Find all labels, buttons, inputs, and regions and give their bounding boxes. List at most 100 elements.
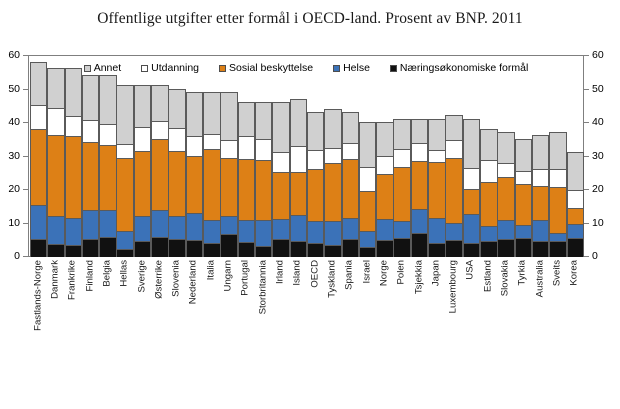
bar-segment: [117, 249, 133, 257]
bar-stack: [29, 61, 48, 257]
x-label-cell: Finland: [81, 259, 98, 359]
bar-segment: [429, 119, 445, 151]
bar-column[interactable]: [306, 56, 325, 257]
bar-segment: [273, 153, 289, 174]
bar-segment: [429, 218, 445, 245]
bar-column[interactable]: [393, 56, 411, 257]
bar-column[interactable]: [566, 56, 585, 257]
bar-segment: [48, 109, 64, 136]
bar-segment: [325, 163, 341, 223]
y-tick-label-left: 50: [8, 82, 20, 95]
bar-segment: [204, 220, 220, 245]
bar-segment: [48, 216, 64, 245]
bar-segment: [481, 160, 497, 183]
bar-column[interactable]: [237, 56, 256, 257]
bar-segment: [65, 219, 82, 247]
x-axis-tick-label: Portugal: [239, 260, 251, 296]
bar-column[interactable]: [462, 56, 481, 257]
x-label-cell: Israel: [358, 259, 375, 359]
bar-segment: [498, 163, 514, 178]
y-tick-label-right: 40: [592, 116, 604, 128]
bar-segment: [186, 92, 203, 138]
bar-column[interactable]: [99, 56, 117, 257]
bar-segment: [65, 137, 82, 220]
bar-segment: [152, 86, 168, 123]
bar-segment: [100, 210, 116, 238]
bar-segment: [221, 234, 237, 257]
bar-segment: [186, 213, 203, 242]
bar-segment: [394, 149, 410, 169]
bar-column[interactable]: [151, 56, 169, 257]
bar-segment: [377, 156, 393, 175]
x-label-cell: USA: [462, 259, 479, 359]
bar-column[interactable]: [445, 56, 463, 257]
x-label-cell: Ungarn: [219, 259, 236, 359]
bar-column[interactable]: [185, 56, 204, 257]
bar-column[interactable]: [514, 56, 533, 257]
bar-column[interactable]: [220, 56, 238, 257]
bar-segment: [273, 220, 289, 240]
bar-column[interactable]: [497, 56, 515, 257]
bar-segment: [117, 158, 133, 233]
bar-column[interactable]: [480, 56, 498, 257]
bar-stack: [393, 118, 411, 257]
bar-segment: [342, 218, 359, 240]
x-axis-tick-label: Frankrike: [66, 260, 78, 300]
bar-segment: [463, 214, 480, 244]
y-tick-right: [584, 222, 589, 224]
bar-column[interactable]: [168, 56, 186, 257]
bar-column[interactable]: [133, 56, 152, 257]
bar-segment: [377, 123, 393, 157]
bar-segment: [169, 128, 185, 152]
bar-column[interactable]: [410, 56, 429, 257]
bar-segment: [134, 217, 151, 242]
bar-column[interactable]: [358, 56, 377, 257]
bar-segment: [429, 150, 445, 164]
y-tick-label-right: 30: [592, 149, 604, 162]
bar-segment: [82, 143, 99, 211]
x-axis-tick-label: Sverige: [136, 260, 148, 293]
bar-column[interactable]: [254, 56, 273, 257]
bar-column[interactable]: [549, 56, 567, 257]
bar-segment: [532, 241, 549, 257]
x-axis-tick-label: USA: [464, 260, 476, 280]
bar-segment: [515, 171, 532, 186]
bar-column[interactable]: [116, 56, 134, 257]
bar-segment: [550, 188, 566, 235]
bar-column[interactable]: [531, 56, 550, 257]
bar-column[interactable]: [428, 56, 446, 257]
bar-segment: [30, 105, 47, 131]
bar-segment: [498, 240, 514, 257]
x-label-cell: Sveits: [548, 259, 565, 359]
bar-segment: [221, 140, 237, 159]
bar-segment: [481, 182, 497, 227]
bar-stack: [324, 108, 342, 257]
bar-column[interactable]: [272, 56, 290, 257]
bar-segment: [30, 62, 47, 106]
x-axis-tick-label: Australia: [534, 260, 546, 298]
bar-segment: [186, 156, 203, 214]
bar-column[interactable]: [29, 56, 48, 257]
bar-column[interactable]: [81, 56, 100, 257]
x-label-cell: Sverige: [133, 259, 150, 359]
bar-stack: [116, 85, 134, 257]
bar-segment: [498, 133, 514, 164]
bar-column[interactable]: [289, 56, 308, 257]
bar-column[interactable]: [64, 56, 83, 257]
bar-segment: [307, 221, 324, 244]
x-label-cell: Luxembourg: [445, 259, 462, 359]
bar-segment: [307, 169, 324, 222]
x-axis-tick-label: Sveits: [551, 260, 563, 287]
bar-segment: [446, 158, 462, 225]
bar-column[interactable]: [376, 56, 394, 257]
y-tick-left: [23, 189, 28, 190]
bar-segment: [359, 232, 376, 249]
x-axis-tick-label: Estland: [482, 260, 494, 292]
bar-column[interactable]: [203, 56, 221, 257]
bar-segment: [359, 248, 376, 257]
bar-column[interactable]: [341, 56, 360, 257]
bar-column[interactable]: [47, 56, 65, 257]
bar-stack: [133, 85, 152, 257]
x-label-cell: Danmark: [46, 259, 63, 359]
bar-column[interactable]: [324, 56, 342, 257]
